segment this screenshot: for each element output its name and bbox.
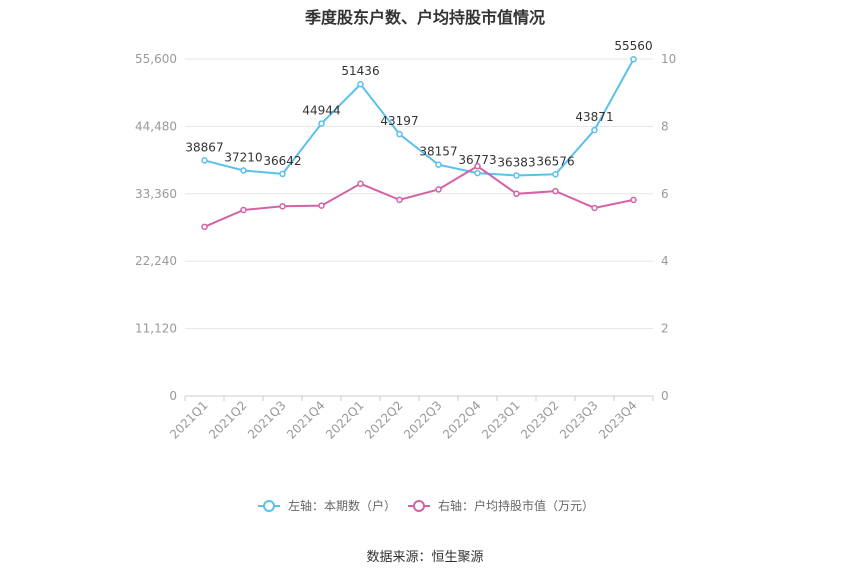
data-point <box>279 203 286 210</box>
x-axis-tick-label: 2021Q4 <box>284 398 328 442</box>
x-axis-tick-label: 2022Q4 <box>440 398 484 442</box>
data-point <box>435 186 442 193</box>
data-point <box>396 130 403 138</box>
data-source: 数据来源：恒生聚源 <box>366 550 484 565</box>
x-axis-tick-label: 2021Q3 <box>245 398 289 442</box>
data-point <box>201 223 208 231</box>
chart-title: 季度股东户数、户均持股市值情况 <box>304 8 545 27</box>
left-axis-tick: 22,240 <box>135 254 177 268</box>
right-axis-tick: 0 <box>661 389 669 403</box>
x-axis-tick-label: 2023Q4 <box>596 398 640 442</box>
data-point <box>591 204 598 212</box>
left-axis-tick: 11,120 <box>135 322 177 336</box>
right-axis-tick: 4 <box>661 254 669 268</box>
data-label: 51436 <box>341 64 379 78</box>
data-point <box>396 196 403 204</box>
data-point <box>201 157 208 164</box>
x-axis-tick-label: 2021Q2 <box>206 398 250 442</box>
data-point <box>357 180 364 187</box>
data-point <box>630 196 637 204</box>
data-label: 37210 <box>224 150 262 164</box>
data-point <box>630 55 637 63</box>
right-axis-tick: 2 <box>661 322 669 336</box>
data-point <box>474 169 481 177</box>
data-point <box>240 206 247 214</box>
x-axis-tick-label: 2021Q1 <box>167 398 211 442</box>
data-point <box>474 162 481 170</box>
left-axis-tick: 0 <box>169 389 177 403</box>
x-axis-tick-label: 2023Q1 <box>479 398 523 442</box>
x-axis-tick-label: 2022Q3 <box>401 398 445 442</box>
data-point <box>318 120 325 127</box>
legend-marker <box>263 500 275 512</box>
data-point <box>591 126 598 134</box>
data-label: 36576 <box>536 154 574 168</box>
data-point <box>435 161 442 168</box>
data-label: 43197 <box>380 114 418 128</box>
data-point <box>513 172 520 179</box>
legend-label: 左轴：本期数（户） <box>288 498 396 513</box>
data-label: 44944 <box>302 104 340 118</box>
legend-marker <box>413 500 425 512</box>
data-label: 38867 <box>185 140 223 154</box>
left-axis-tick: 44,480 <box>135 119 177 133</box>
legend-label: 右轴：户均持股市值（万元） <box>438 498 594 513</box>
series-line-2 <box>204 164 634 228</box>
data-label: 43871 <box>575 110 613 124</box>
x-axis-tick-label: 2023Q3 <box>557 398 601 442</box>
data-point <box>318 202 325 209</box>
data-label: 38157 <box>419 145 457 159</box>
right-axis-tick: 6 <box>661 187 669 201</box>
data-point <box>279 170 286 178</box>
x-axis-tick-label: 2023Q2 <box>518 398 562 442</box>
data-label: 55560 <box>614 39 652 53</box>
data-point <box>357 80 364 88</box>
data-point <box>240 167 247 174</box>
x-axis-tick-label: 2022Q2 <box>362 398 406 442</box>
data-label: 36642 <box>263 154 301 168</box>
data-label: 36773 <box>458 153 496 167</box>
right-axis-tick: 10 <box>661 52 676 66</box>
right-axis-tick: 8 <box>661 119 669 133</box>
data-point <box>513 190 520 198</box>
left-axis-tick: 33,360 <box>135 187 177 201</box>
left-axis-tick: 55,600 <box>135 52 177 66</box>
data-point <box>552 171 559 178</box>
data-point <box>552 187 559 195</box>
x-axis-tick-label: 2022Q1 <box>323 398 367 442</box>
series-line-1 <box>204 58 635 177</box>
data-label: 36383 <box>497 155 535 169</box>
